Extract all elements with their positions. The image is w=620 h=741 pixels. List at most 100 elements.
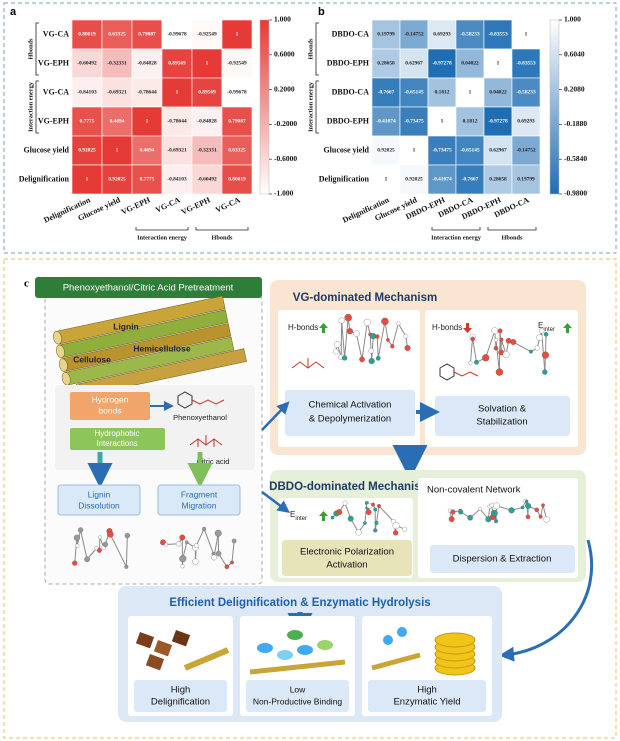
enzyme xyxy=(297,645,313,655)
atom xyxy=(231,538,237,544)
heatmap-cell xyxy=(221,48,253,79)
atom xyxy=(499,337,504,342)
cell-value: 0.19799 xyxy=(517,177,535,183)
atom xyxy=(474,359,479,365)
bond xyxy=(341,320,346,358)
cell-value: 0.69293 xyxy=(517,119,535,125)
cell-value: 1 xyxy=(385,177,388,183)
cell-value: 1 xyxy=(176,90,179,96)
atom xyxy=(377,504,381,508)
bond xyxy=(74,537,78,564)
cell-value: 0.92025 xyxy=(377,148,395,154)
heatmap-cell xyxy=(101,135,133,166)
atom xyxy=(525,502,532,509)
cell-value: -0.58233 xyxy=(460,32,480,38)
molecule xyxy=(72,527,130,569)
atom xyxy=(470,336,476,342)
atom xyxy=(520,505,525,510)
bond xyxy=(361,322,368,360)
cell-value: -0.99678 xyxy=(227,90,247,96)
molecule xyxy=(330,500,408,536)
outcome-label: Dissolution xyxy=(78,500,120,510)
bond xyxy=(375,505,380,523)
enzyme xyxy=(383,635,393,645)
cell-value: 0.92025 xyxy=(405,177,423,183)
panel-ab-border xyxy=(3,2,617,254)
chain xyxy=(191,399,225,405)
cell-value: 0.4694 xyxy=(140,148,155,154)
heatmap-cell xyxy=(131,106,163,137)
result-box xyxy=(368,680,486,712)
panel-label: b xyxy=(318,6,325,18)
atom xyxy=(450,509,456,515)
result-label: Non-Productive Binding xyxy=(253,696,343,706)
heatmap-cell xyxy=(511,164,541,195)
cell-value: 0.80019 xyxy=(228,177,246,183)
header-title: Phenoxyethanol/Citric Acid Pretreatment xyxy=(63,283,234,294)
atom xyxy=(386,338,390,342)
colorbar-label: 0.6040 xyxy=(564,50,585,59)
panel-label: a xyxy=(10,6,17,18)
row-label: DBDO-CA xyxy=(332,29,370,38)
colorbar-label: -0.2000 xyxy=(274,119,297,128)
cell-value: -0.92549 xyxy=(227,61,247,67)
outcome-label: Migration xyxy=(182,500,217,510)
cell-value: 1 xyxy=(469,90,472,96)
heatmap-cell xyxy=(191,135,223,166)
cell-value: 0.89569 xyxy=(198,90,216,96)
heatmap-cell xyxy=(191,164,223,195)
bond xyxy=(80,529,88,560)
cell-value: 0.63325 xyxy=(228,148,246,154)
energy-subscript: inter xyxy=(295,516,307,522)
heatmap-cell xyxy=(427,48,457,79)
hydrophobic-label: Interactions xyxy=(96,439,137,448)
fiber-end xyxy=(53,331,62,345)
column-label: VG-CA xyxy=(154,195,182,214)
arrow xyxy=(261,401,290,431)
heatmap-cell xyxy=(191,106,223,137)
atom xyxy=(346,328,353,335)
colorbar-label: 1.000 xyxy=(564,15,581,24)
cell-value: -0.78644 xyxy=(137,90,157,96)
energy-symbol: E xyxy=(538,321,543,330)
cell-value: 1 xyxy=(236,32,239,38)
cell-value: 0.7775 xyxy=(140,177,155,183)
atom xyxy=(332,348,339,355)
hbond-label: H-bonds xyxy=(432,323,462,332)
atom xyxy=(536,334,543,341)
atom xyxy=(334,341,341,348)
atom xyxy=(214,529,222,537)
cell-value: 1 xyxy=(497,61,500,67)
heatmap-cell xyxy=(399,135,429,166)
bond xyxy=(540,505,544,517)
heatmap-cell xyxy=(399,19,429,50)
atom xyxy=(508,507,515,514)
mechanism-label: Chemical Activation xyxy=(309,400,392,411)
header xyxy=(35,277,262,298)
cell-value: -0.41074 xyxy=(432,177,452,183)
atom xyxy=(194,543,199,548)
molecule xyxy=(468,327,549,376)
row-label: Delignification xyxy=(319,174,370,183)
atom xyxy=(202,526,207,532)
atom xyxy=(347,515,354,522)
heatmap-cell xyxy=(221,135,253,166)
biomass-label: Lignin xyxy=(113,321,139,331)
heatmap-cell xyxy=(511,19,541,50)
hbond-box xyxy=(70,392,150,420)
atom xyxy=(381,317,389,326)
lignin-chunk xyxy=(135,632,155,649)
heatmap-cell xyxy=(427,164,457,195)
atom xyxy=(467,514,473,521)
atom xyxy=(184,540,189,545)
atom xyxy=(491,327,499,335)
bond xyxy=(355,333,363,360)
bond xyxy=(397,323,407,337)
cell-value: 0.79087 xyxy=(138,32,156,38)
colorbar-label: 0.2000 xyxy=(274,84,295,93)
cell-value: 0.1812 xyxy=(435,90,450,96)
cell-value: -0.73475 xyxy=(432,148,452,154)
outcome-label: Lignin xyxy=(88,489,111,499)
hydrophobic-box xyxy=(70,428,165,450)
